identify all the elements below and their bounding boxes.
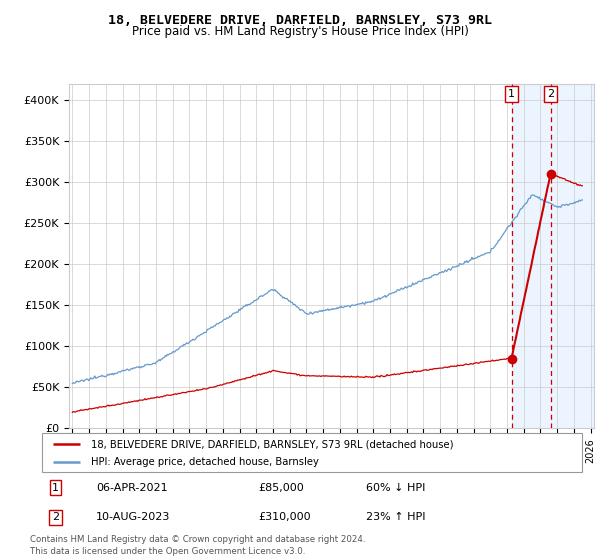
- Text: 2: 2: [52, 512, 59, 522]
- Text: 06-APR-2021: 06-APR-2021: [96, 483, 167, 493]
- Text: 18, BELVEDERE DRIVE, DARFIELD, BARNSLEY, S73 9RL: 18, BELVEDERE DRIVE, DARFIELD, BARNSLEY,…: [108, 14, 492, 27]
- Text: £85,000: £85,000: [258, 483, 304, 493]
- Text: 18, BELVEDERE DRIVE, DARFIELD, BARNSLEY, S73 9RL (detached house): 18, BELVEDERE DRIVE, DARFIELD, BARNSLEY,…: [91, 439, 453, 449]
- Text: 10-AUG-2023: 10-AUG-2023: [96, 512, 170, 522]
- Text: £310,000: £310,000: [258, 512, 311, 522]
- Text: 1: 1: [52, 483, 59, 493]
- Text: 1: 1: [508, 89, 515, 99]
- FancyBboxPatch shape: [42, 433, 582, 472]
- Bar: [512, 84, 594, 428]
- Text: Price paid vs. HM Land Registry's House Price Index (HPI): Price paid vs. HM Land Registry's House …: [131, 25, 469, 38]
- Text: Contains HM Land Registry data © Crown copyright and database right 2024.
This d: Contains HM Land Registry data © Crown c…: [30, 535, 365, 556]
- Text: HPI: Average price, detached house, Barnsley: HPI: Average price, detached house, Barn…: [91, 457, 319, 467]
- Text: 23% ↑ HPI: 23% ↑ HPI: [366, 512, 425, 522]
- Text: 60% ↓ HPI: 60% ↓ HPI: [366, 483, 425, 493]
- Text: 2: 2: [547, 89, 554, 99]
